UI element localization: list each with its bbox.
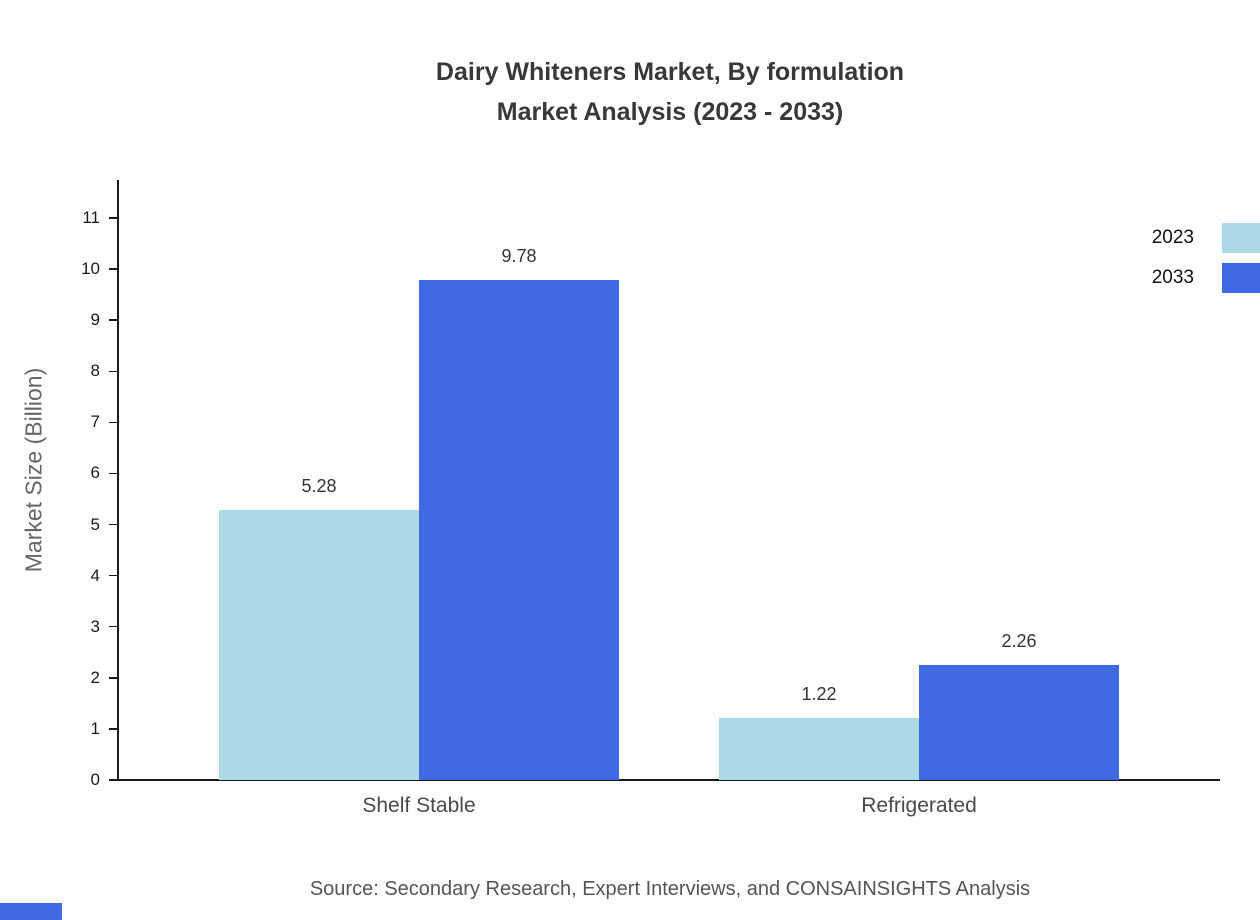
y-tick-label: 6 — [90, 463, 100, 483]
corner-accent — [0, 903, 62, 920]
y-tick-label: 4 — [90, 565, 100, 585]
y-tick-label: 7 — [90, 412, 100, 432]
y-tick-label: 9 — [90, 310, 100, 330]
y-tick-mark — [109, 625, 118, 628]
x-axis-line — [117, 779, 1220, 781]
y-axis-label: Market Size (Billion) — [20, 367, 47, 573]
y-axis-line — [117, 180, 119, 781]
y-tick-label: 8 — [90, 361, 100, 381]
y-tick-label: 2 — [90, 667, 100, 687]
y-tick-mark — [109, 421, 118, 424]
legend-row: 2023 — [1152, 218, 1260, 258]
y-tick-mark — [109, 677, 118, 679]
legend: 2023 2033 — [1152, 218, 1260, 298]
y-tick-mark — [109, 217, 118, 219]
bar-value-label: 2.26 — [1001, 630, 1037, 651]
y-tick-mark — [109, 370, 118, 373]
bar-value-label: 5.28 — [301, 476, 337, 497]
y-tick-mark — [109, 523, 118, 526]
bar-refrigerated-2023 — [719, 717, 919, 780]
bar-refrigerated-2033 — [919, 664, 1119, 780]
y-tick-mark — [109, 728, 118, 730]
y-tick-mark — [109, 268, 118, 270]
y-tick-mark — [109, 779, 118, 781]
bar-value-label: 1.22 — [801, 683, 837, 704]
source-note: Source: Secondary Research, Expert Inter… — [309, 878, 1031, 900]
plot-area: 0 1 2 3 4 5 6 7 8 9 10 11 5.28 9.78 1.22 2.26 Shelf St… — [81, 180, 1220, 817]
legend-label: 2033 — [1151, 267, 1194, 288]
legend-swatch — [1222, 223, 1260, 253]
y-tick-label: 0 — [90, 770, 100, 789]
x-category-label: Refrigerated — [861, 794, 977, 817]
y-tick-label: 3 — [90, 616, 100, 636]
bar-shelf-stable-2023 — [219, 510, 419, 780]
y-tick-label: 11 — [82, 208, 100, 227]
y-tick-label: 5 — [90, 514, 100, 534]
legend-label: 2023 — [1151, 227, 1194, 248]
bar-value-label: 9.78 — [501, 246, 537, 267]
bar-shelf-stable-2033 — [419, 280, 619, 780]
y-tick-label: 1 — [90, 718, 100, 738]
y-tick-mark — [109, 319, 118, 321]
chart-title: Dairy Whiteners Market, By formulation M… — [435, 58, 905, 126]
y-tick-mark — [109, 574, 118, 577]
legend-row: 2033 — [1152, 258, 1260, 298]
legend-swatch — [1222, 263, 1260, 293]
y-tick-label: 10 — [81, 259, 100, 279]
x-category-label: Shelf Stable — [362, 794, 476, 817]
y-tick-mark — [109, 472, 118, 475]
